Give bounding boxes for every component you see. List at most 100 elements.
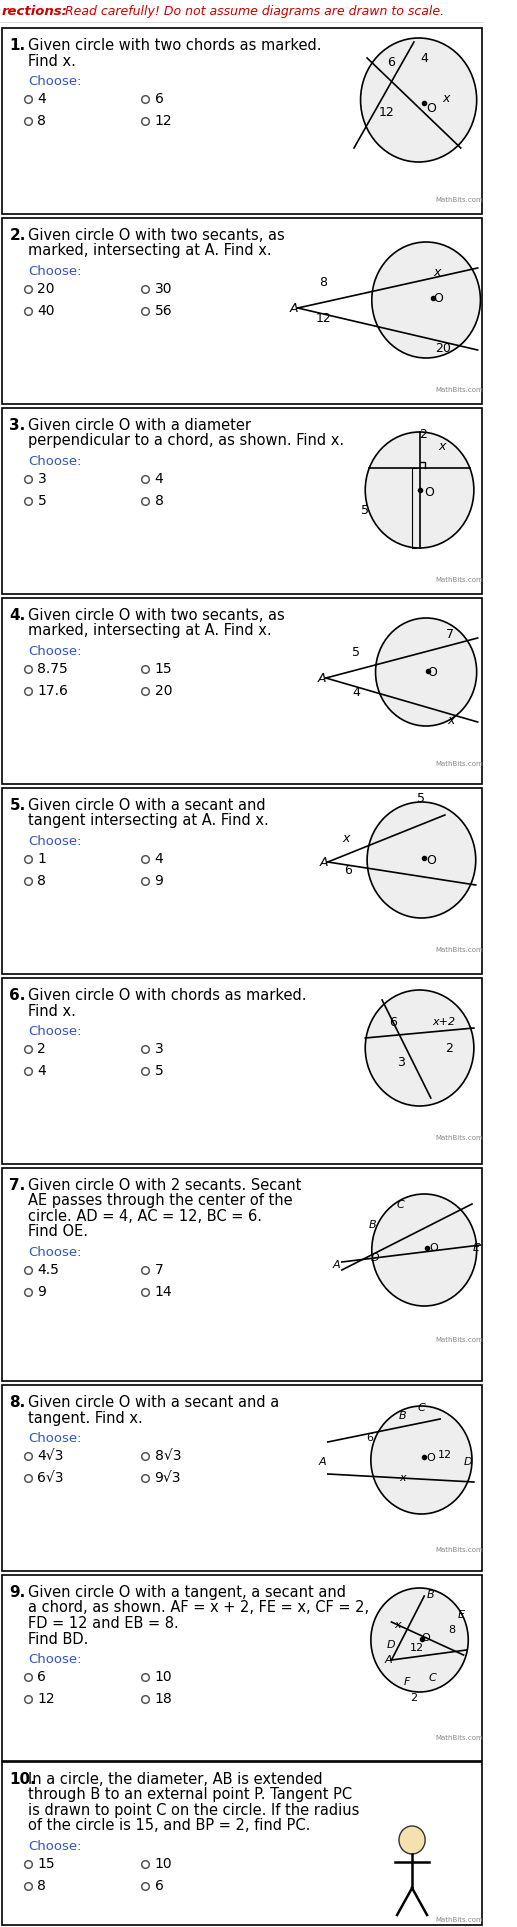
Circle shape <box>372 243 480 358</box>
Text: 5: 5 <box>352 646 360 659</box>
Text: 6: 6 <box>367 1434 373 1443</box>
Text: Given circle O with two secants, as: Given circle O with two secants, as <box>28 609 285 622</box>
Text: 5.: 5. <box>9 798 26 813</box>
Text: of the circle is 15, and BP = 2, find PC.: of the circle is 15, and BP = 2, find PC… <box>28 1819 311 1833</box>
Text: 8.75: 8.75 <box>37 663 68 676</box>
Text: is drawn to point C on the circle. If the radius: is drawn to point C on the circle. If th… <box>28 1804 359 1817</box>
Text: 12: 12 <box>155 114 172 127</box>
Bar <box>2 1168 482 1382</box>
Text: 9: 9 <box>37 1285 47 1299</box>
Text: Read carefully! Do not assume diagrams are drawn to scale.: Read carefully! Do not assume diagrams a… <box>61 6 444 17</box>
Text: Choose:: Choose: <box>28 455 82 468</box>
Text: 4√3: 4√3 <box>37 1449 64 1463</box>
Bar <box>2 1761 482 1925</box>
Text: O: O <box>422 1632 431 1644</box>
Text: Given circle O with a secant and: Given circle O with a secant and <box>28 798 266 813</box>
Text: 14: 14 <box>155 1285 172 1299</box>
Text: Choose:: Choose: <box>28 1840 82 1854</box>
Text: rections:: rections: <box>2 6 68 17</box>
Text: E: E <box>472 1243 479 1253</box>
Text: Given circle O with a secant and a: Given circle O with a secant and a <box>28 1395 279 1411</box>
Text: MathBits.com: MathBits.com <box>435 387 483 393</box>
Text: 8: 8 <box>37 114 47 127</box>
Text: Given circle O with two secants, as: Given circle O with two secants, as <box>28 227 285 243</box>
Text: 4: 4 <box>37 1064 46 1077</box>
Text: 30: 30 <box>155 281 172 297</box>
Text: Choose:: Choose: <box>28 834 82 848</box>
Text: B: B <box>427 1590 435 1599</box>
Text: A: A <box>385 1655 392 1665</box>
Text: A: A <box>290 303 298 316</box>
Text: tangent. Find x.: tangent. Find x. <box>28 1411 143 1426</box>
Text: 10: 10 <box>155 1671 172 1684</box>
Text: MathBits.com: MathBits.com <box>435 1135 483 1141</box>
Text: 1.: 1. <box>9 39 25 54</box>
Text: FD = 12 and EB = 8.: FD = 12 and EB = 8. <box>28 1617 179 1630</box>
Text: MathBits.com: MathBits.com <box>435 197 483 202</box>
Text: 8: 8 <box>448 1624 455 1634</box>
Text: circle. AD = 4, AC = 12, BC = 6.: circle. AD = 4, AC = 12, BC = 6. <box>28 1208 262 1224</box>
Text: x+2: x+2 <box>432 1017 455 1027</box>
Text: 3: 3 <box>397 1056 405 1068</box>
Text: 12: 12 <box>438 1449 452 1461</box>
Text: 5: 5 <box>361 503 369 516</box>
Text: 10: 10 <box>155 1858 172 1871</box>
Text: 4.5: 4.5 <box>37 1262 59 1278</box>
Text: 6√3: 6√3 <box>37 1470 64 1486</box>
Text: Find OE.: Find OE. <box>28 1224 88 1239</box>
Text: Find BD.: Find BD. <box>28 1632 88 1646</box>
Text: MathBits.com: MathBits.com <box>435 761 483 767</box>
Text: A: A <box>332 1260 340 1270</box>
Text: 2: 2 <box>37 1043 46 1056</box>
Text: Choose:: Choose: <box>28 646 82 657</box>
Text: 3: 3 <box>37 472 46 486</box>
Text: 4: 4 <box>155 852 163 865</box>
Text: Given circle O with 2 secants. Secant: Given circle O with 2 secants. Secant <box>28 1177 301 1193</box>
Text: D: D <box>464 1457 473 1466</box>
Text: Choose:: Choose: <box>28 1025 82 1039</box>
Text: C: C <box>418 1403 425 1412</box>
Text: In a circle, the diameter, AB is extended: In a circle, the diameter, AB is extende… <box>28 1773 323 1786</box>
Text: x: x <box>400 1472 406 1484</box>
Text: 17.6: 17.6 <box>37 684 68 698</box>
Text: D: D <box>387 1640 396 1650</box>
Text: AE passes through the center of the: AE passes through the center of the <box>28 1193 293 1208</box>
Text: Choose:: Choose: <box>28 75 82 89</box>
Text: 9√3: 9√3 <box>155 1470 181 1486</box>
Text: 3.: 3. <box>9 418 26 434</box>
Text: 4: 4 <box>37 92 46 106</box>
Text: MathBits.com: MathBits.com <box>435 576 483 584</box>
Text: marked, intersecting at A. Find x.: marked, intersecting at A. Find x. <box>28 243 272 258</box>
Text: MathBits.com: MathBits.com <box>435 1917 483 1923</box>
Text: A: A <box>317 673 326 686</box>
Text: F: F <box>404 1676 410 1686</box>
Text: tangent intersecting at A. Find x.: tangent intersecting at A. Find x. <box>28 813 269 829</box>
Text: D: D <box>370 1253 379 1262</box>
Text: 7: 7 <box>155 1262 163 1278</box>
Text: a chord, as shown. AF = x + 2, FE = x, CF = 2,: a chord, as shown. AF = x + 2, FE = x, C… <box>28 1601 369 1615</box>
Text: 2: 2 <box>410 1694 418 1703</box>
Text: 12: 12 <box>409 1644 424 1653</box>
Text: B: B <box>369 1220 376 1229</box>
Text: 9: 9 <box>155 875 163 888</box>
Text: x: x <box>438 441 446 453</box>
Bar <box>2 29 482 214</box>
Text: Choose:: Choose: <box>28 1653 82 1667</box>
Text: 5: 5 <box>155 1064 163 1077</box>
Text: 6: 6 <box>344 863 352 877</box>
Text: 1: 1 <box>37 852 47 865</box>
Text: O: O <box>426 102 436 114</box>
Text: 20: 20 <box>435 341 451 355</box>
Text: marked, intersecting at A. Find x.: marked, intersecting at A. Find x. <box>28 624 272 638</box>
Text: MathBits.com: MathBits.com <box>435 946 483 954</box>
Circle shape <box>371 1588 468 1692</box>
Text: perpendicular to a chord, as shown. Find x.: perpendicular to a chord, as shown. Find… <box>28 434 344 449</box>
Text: O: O <box>426 854 436 867</box>
Circle shape <box>399 1827 425 1854</box>
Text: 5: 5 <box>37 493 46 509</box>
Text: Given circle with two chords as marked.: Given circle with two chords as marked. <box>28 39 322 54</box>
Text: O: O <box>433 291 443 304</box>
Bar <box>2 597 482 784</box>
Text: C: C <box>429 1673 436 1682</box>
Text: B: B <box>399 1411 406 1420</box>
